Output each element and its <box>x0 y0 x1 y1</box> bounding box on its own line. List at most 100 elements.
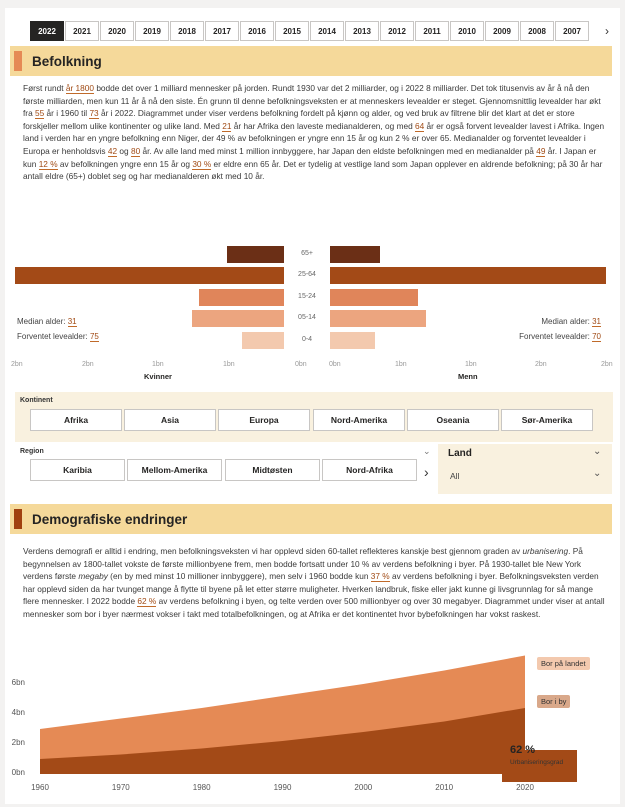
year-tab-2010[interactable]: 2010 <box>450 21 484 41</box>
highlight-value: 80 <box>130 145 141 157</box>
x-tick-label: 0bn <box>295 361 307 368</box>
paragraph-text: megaby <box>78 571 108 582</box>
chevron-down-icon[interactable]: ⌄ <box>593 446 602 457</box>
bar-kvinner-15-24[interactable] <box>199 289 284 306</box>
x-tick-label: 1970 <box>111 783 130 792</box>
year-tab-2011[interactable]: 2011 <box>415 21 449 41</box>
highlight-value: 30 % <box>192 158 212 170</box>
year-tab-2021[interactable]: 2021 <box>65 21 99 41</box>
paragraph-text: år i 2022. Diagrammet under viser verden… <box>23 108 575 131</box>
year-tab-2013[interactable]: 2013 <box>345 21 379 41</box>
bar-kvinner-25-64[interactable] <box>15 267 284 284</box>
kontinent-button-2[interactable]: Europa <box>218 409 310 431</box>
x-tick-label: 1bn <box>223 361 235 368</box>
chevron-right-icon[interactable]: › <box>424 464 429 480</box>
befolkning-paragraph: Først rundt år 1800 bodde det over 1 mil… <box>23 82 608 183</box>
bar-menn-65+[interactable] <box>330 246 380 263</box>
forventet-levealder-kvinner-label: Forventet levealder: <box>17 332 88 341</box>
highlight-value: 21 <box>222 120 232 132</box>
x-tick-label: 2000 <box>354 783 373 792</box>
chevron-right-icon[interactable]: › <box>605 24 609 38</box>
kontinent-label: Kontinent <box>20 397 53 404</box>
paragraph-text: Verdens demografi er alltid i endring, m… <box>23 546 523 556</box>
paragraph-text: av verdens befolkning i byer. Befolkning… <box>23 571 599 607</box>
paragraph-text: av verdens befolkning i byen, og telte v… <box>23 596 605 619</box>
demografi-paragraph: Verdens demografi er alltid i endring, m… <box>23 545 608 621</box>
kontinent-button-1[interactable]: Asia <box>124 409 216 431</box>
bar-kvinner-05-14[interactable] <box>192 310 284 327</box>
bar-menn-0-4[interactable] <box>330 332 376 349</box>
year-tab-2007[interactable]: 2007 <box>555 21 589 41</box>
chevron-down-icon[interactable]: ⌄ <box>423 446 431 456</box>
paragraph-text: Først rundt <box>23 83 66 93</box>
region-button-2[interactable]: Midtøsten <box>225 459 320 481</box>
x-tick-label: 1bn <box>465 361 477 368</box>
year-tab-2015[interactable]: 2015 <box>275 21 309 41</box>
x-tick-label: 1990 <box>273 783 292 792</box>
highlight-value: 73 <box>89 108 99 120</box>
median-alder-kvinner: Median alder: 31 <box>17 317 77 327</box>
x-tick-label: 2bn <box>601 361 613 368</box>
land-slicer <box>438 444 612 494</box>
year-tab-2016[interactable]: 2016 <box>240 21 274 41</box>
year-tabs: 2022 2021 2020 2019 2018 2017 2016 2015 2014 2013… <box>30 21 589 41</box>
median-alder-menn-value: 31 <box>592 317 601 327</box>
paragraph-text: og <box>117 145 131 156</box>
region-button-0[interactable]: Karibia <box>30 459 125 481</box>
year-tab-2017[interactable]: 2017 <box>205 21 239 41</box>
y-tick-label: 2bn <box>11 738 25 747</box>
paragraph-text: av befolkningen yngre enn 15 år og <box>57 158 193 169</box>
paragraph-text: (en by med minst 10 millioner innbyggere… <box>107 571 371 582</box>
highlight-value: år 1800 <box>65 83 95 94</box>
demografi-title: Demografiske endringer <box>32 511 188 527</box>
highlight-value: 49 <box>536 145 546 157</box>
region-button-1[interactable]: Mellom-Amerika <box>127 459 222 481</box>
median-alder-menn-label: Median alder: <box>541 317 590 326</box>
kontinent-button-5[interactable]: Sør-Amerika <box>501 409 593 431</box>
kontinent-button-3[interactable]: Nord-Amerika <box>313 409 405 431</box>
highlight-value: 42 <box>107 145 118 157</box>
year-tab-2018[interactable]: 2018 <box>170 21 204 41</box>
bar-kvinner-0-4[interactable] <box>241 332 284 349</box>
urbanization-area-chart <box>40 655 577 782</box>
y-tick-label: 4bn <box>11 708 25 717</box>
forventet-levealder-menn: Forventet levealder: 70 <box>519 332 601 342</box>
paragraph-text: år har Afrika den laveste medianalderen,… <box>231 120 416 131</box>
paragraph-text: år. I Japan er kun <box>23 145 597 169</box>
year-tab-2020[interactable]: 2020 <box>100 21 134 41</box>
land-dropdown-value[interactable]: All <box>450 471 460 481</box>
chevron-down-icon[interactable]: ⌄ <box>593 468 602 479</box>
kontinent-button-4[interactable]: Oseania <box>407 409 499 431</box>
paragraph-text: urbanisering <box>522 546 569 556</box>
region-label: Region <box>20 448 44 455</box>
paragraph-text: år er også forvent levealder lavest i Af… <box>23 120 605 156</box>
highlight-value: 62 % <box>137 596 157 608</box>
year-tab-2014[interactable]: 2014 <box>310 21 344 41</box>
paragraph-text: år. Av alle land med minst 1 million inn… <box>140 145 537 156</box>
befolkning-title: Befolkning <box>32 53 102 69</box>
area-bor-i-by[interactable] <box>40 708 525 774</box>
x-tick-label: 2010 <box>435 783 454 792</box>
region-button-3[interactable]: Nord-Afrika <box>322 459 417 481</box>
befolkning-header: Befolkning <box>10 46 612 76</box>
axis-title-menn: Menn <box>458 372 478 381</box>
x-tick-label: 1980 <box>192 783 211 792</box>
section-marker <box>14 509 22 529</box>
year-tab-2009[interactable]: 2009 <box>485 21 519 41</box>
urbanization-kpi-box <box>502 750 577 782</box>
age-group-label: 05-14 <box>298 314 316 321</box>
bar-menn-25-64[interactable] <box>330 267 606 284</box>
year-tab-2012[interactable]: 2012 <box>380 21 414 41</box>
bar-menn-05-14[interactable] <box>330 310 427 327</box>
x-tick-label: 1bn <box>395 361 407 368</box>
demografi-header: Demografiske endringer <box>10 504 612 534</box>
bar-menn-15-24[interactable] <box>330 289 418 306</box>
report-canvas: 2022 2021 2020 2019 2018 2017 2016 2015 2014 2013… <box>5 8 620 804</box>
year-tab-2022[interactable]: 2022 <box>30 21 64 41</box>
bar-kvinner-65+[interactable] <box>227 246 284 263</box>
year-tab-2008[interactable]: 2008 <box>520 21 554 41</box>
year-tab-2019[interactable]: 2019 <box>135 21 169 41</box>
urbanization-kpi-label: Urbaniseringsgrad <box>510 759 564 766</box>
forventet-levealder-kvinner-value: 75 <box>89 332 99 342</box>
kontinent-button-0[interactable]: Afrika <box>30 409 122 431</box>
